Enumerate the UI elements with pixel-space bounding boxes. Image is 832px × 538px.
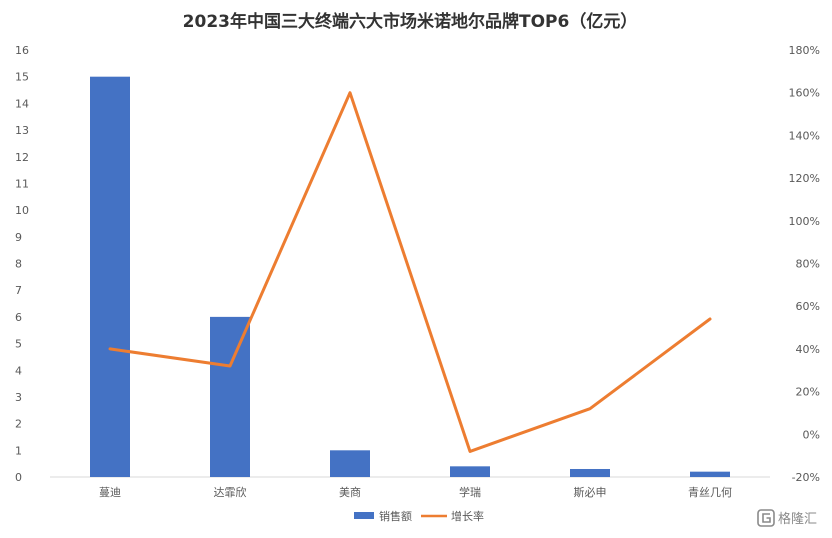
left-tick-label: 13: [15, 124, 29, 137]
left-tick-label: 1: [15, 444, 22, 457]
bar: [210, 316, 250, 477]
left-tick-label: 15: [15, 71, 29, 84]
right-tick-label: 140%: [789, 129, 820, 142]
right-tick-label: 120%: [789, 172, 820, 185]
left-tick-label: 0: [15, 471, 22, 484]
bar: [90, 76, 130, 477]
left-tick-label: 12: [15, 151, 29, 164]
left-tick-label: 10: [15, 204, 29, 217]
chart-title: 2023年中国三大终端六大市场米诺地尔品牌TOP6（亿元）: [183, 11, 638, 32]
right-tick-label: -20%: [792, 471, 820, 484]
bar: [570, 468, 610, 477]
left-tick-label: 8: [15, 258, 22, 271]
right-tick-label: 160%: [789, 87, 820, 100]
bar: [330, 450, 370, 477]
right-tick-label: 40%: [796, 343, 820, 356]
left-tick-label: 6: [15, 311, 22, 324]
right-tick-label: 180%: [789, 44, 820, 57]
right-tick-label: 100%: [789, 215, 820, 228]
growth-line: [108, 91, 712, 453]
left-tick-label: 5: [15, 338, 22, 351]
right-tick-label: 80%: [796, 258, 820, 271]
legend-label-line: 增长率: [451, 509, 484, 523]
legend-label-bar: 销售额: [379, 509, 412, 523]
category-label: 青丝几何: [688, 486, 732, 499]
bar-series: [90, 76, 730, 477]
category-label: 斯必申: [574, 486, 607, 499]
left-tick-label: 11: [15, 177, 29, 190]
category-label: 学瑞: [459, 485, 481, 499]
right-tick-label: 20%: [796, 386, 820, 399]
left-tick-label: 3: [15, 391, 22, 404]
line-series: [108, 91, 712, 453]
gelonghui-logo-icon: [757, 509, 775, 527]
category-label: 蔓迪: [99, 485, 121, 499]
left-tick-label: 14: [15, 97, 29, 110]
left-tick-label: 7: [15, 284, 22, 297]
left-tick-label: 16: [15, 44, 29, 57]
bar: [690, 471, 730, 477]
right-axis-ticks: -20% 0% 20% 40% 60% 80% 100% 120% 140% 160% 180%: [789, 44, 820, 484]
category-labels: 蔓迪 达霏欣 美商 学瑞 斯必申 青丝几何: [99, 485, 732, 499]
right-tick-label: 60%: [796, 300, 820, 313]
category-label: 美商: [339, 485, 361, 499]
left-tick-label: 4: [15, 364, 22, 377]
left-tick-label: 2: [15, 418, 22, 431]
legend-swatch-bar: [354, 512, 374, 519]
bar: [450, 466, 490, 477]
category-label: 达霏欣: [214, 485, 247, 499]
right-tick-label: 0%: [803, 428, 820, 441]
left-tick-label: 9: [15, 231, 22, 244]
legend: 销售额 增长率: [354, 509, 484, 523]
watermark-text: 格隆汇: [778, 511, 817, 527]
watermark: 格隆汇: [757, 509, 817, 527]
